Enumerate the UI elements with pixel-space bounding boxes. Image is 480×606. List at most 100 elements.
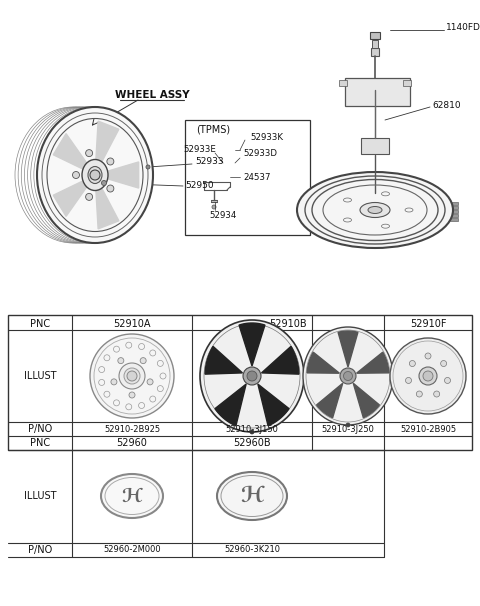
Ellipse shape [119,363,145,389]
Circle shape [101,181,107,185]
Bar [450,210,458,213]
Bar [345,78,410,106]
Bar [450,218,458,221]
Ellipse shape [200,320,304,432]
Polygon shape [96,121,119,165]
Circle shape [129,392,135,398]
Circle shape [147,379,153,385]
Text: 52910-3J150: 52910-3J150 [226,424,278,433]
Polygon shape [53,179,89,216]
Polygon shape [53,134,89,171]
Text: WHEEL ASSY: WHEEL ASSY [115,90,189,100]
Polygon shape [262,347,299,374]
Ellipse shape [344,371,352,381]
Text: 52910-3J250: 52910-3J250 [322,424,374,433]
Bar [403,80,411,86]
Circle shape [441,361,446,367]
Bar [211,200,217,202]
Circle shape [409,361,415,367]
Polygon shape [104,162,139,188]
Text: PNC: PNC [30,438,50,448]
Polygon shape [239,323,265,366]
Polygon shape [96,184,119,229]
Text: 52910F: 52910F [410,319,446,329]
Text: 52910-2B905: 52910-2B905 [400,424,456,433]
Text: 52934: 52934 [209,210,237,219]
Text: ILLUST: ILLUST [24,371,56,381]
Ellipse shape [82,159,108,190]
Text: 52910B: 52910B [269,319,307,329]
Ellipse shape [360,202,390,218]
Ellipse shape [243,367,261,385]
Ellipse shape [88,167,102,184]
Polygon shape [317,383,343,418]
Ellipse shape [340,368,356,384]
Text: 52960-2M000: 52960-2M000 [103,545,161,554]
Ellipse shape [303,327,393,425]
Text: 1140FD: 1140FD [446,24,480,33]
Ellipse shape [90,334,174,418]
Circle shape [72,171,80,179]
Bar [372,40,378,48]
Circle shape [406,378,411,384]
Circle shape [444,378,451,384]
Circle shape [107,158,114,165]
Circle shape [146,165,150,169]
Text: P/NO: P/NO [28,545,52,555]
Polygon shape [338,331,358,367]
Bar [450,206,458,209]
Ellipse shape [423,371,433,381]
Bar [370,32,380,39]
Ellipse shape [390,338,466,414]
Bar [361,138,389,154]
Circle shape [416,391,422,397]
Polygon shape [215,384,246,426]
Ellipse shape [37,107,153,243]
Ellipse shape [101,474,163,518]
Polygon shape [353,383,379,418]
Text: ℋ: ℋ [121,487,143,505]
Text: 52960B: 52960B [233,438,271,448]
Bar [8,315,472,450]
Text: ℋ: ℋ [240,486,264,506]
Circle shape [250,430,254,434]
Ellipse shape [368,207,382,213]
Text: ILLUST: ILLUST [24,491,56,501]
Bar [371,48,379,56]
Bar [339,80,347,86]
Polygon shape [307,352,339,373]
Circle shape [140,358,146,364]
Circle shape [433,391,440,397]
Polygon shape [258,384,289,426]
Circle shape [212,205,216,209]
Text: 52933K: 52933K [251,133,284,141]
Text: 52950: 52950 [185,181,214,190]
Bar [450,202,458,205]
Ellipse shape [247,371,257,381]
Text: (TPMS): (TPMS) [196,124,230,134]
Text: 52910A: 52910A [113,319,151,329]
Bar [450,214,458,217]
Ellipse shape [297,172,453,248]
Circle shape [425,353,431,359]
Text: 52933D: 52933D [243,148,277,158]
Text: 52960-3K210: 52960-3K210 [224,545,280,554]
Bar [185,120,310,235]
Text: 24537: 24537 [243,173,271,182]
Text: 52933: 52933 [195,158,224,167]
Polygon shape [205,347,242,374]
Text: 52910-2B925: 52910-2B925 [104,424,160,433]
Circle shape [127,371,137,381]
Ellipse shape [419,367,437,385]
Circle shape [85,150,93,156]
Circle shape [107,185,114,192]
Ellipse shape [124,368,140,384]
Circle shape [346,423,350,427]
Circle shape [118,358,124,364]
Ellipse shape [217,472,287,520]
Polygon shape [357,352,389,373]
Text: PNC: PNC [30,319,50,329]
Circle shape [90,170,100,180]
Text: P/NO: P/NO [28,424,52,434]
Text: 62810: 62810 [432,101,461,110]
